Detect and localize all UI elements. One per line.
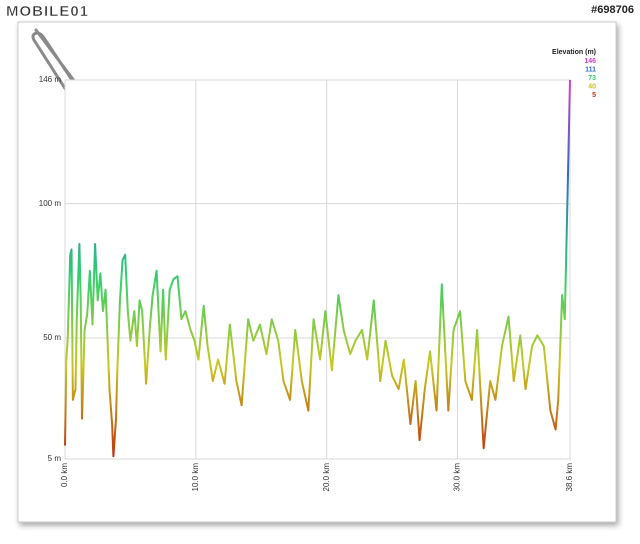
x-tick-label: 20.0 km bbox=[322, 463, 331, 492]
y-tick-label: 50 m bbox=[43, 333, 61, 342]
x-tick-label: 10.0 km bbox=[191, 463, 200, 492]
x-tick-label: 38.6 km bbox=[565, 463, 574, 492]
image-id: #698706 bbox=[591, 4, 634, 16]
elevation-line bbox=[64, 79, 571, 458]
legend-item: 40 bbox=[588, 83, 596, 90]
y-tick-label: 100 m bbox=[39, 199, 62, 208]
legend-item: 5 bbox=[592, 92, 596, 99]
y-tick-label: 5 m bbox=[48, 454, 62, 463]
plot-area bbox=[64, 79, 571, 460]
legend-title: Elevation (m) bbox=[552, 49, 596, 56]
x-tick-label: 0.0 km bbox=[60, 463, 69, 487]
legend-item: 146 bbox=[584, 58, 596, 65]
logo: MOBILE01 bbox=[6, 3, 89, 20]
x-tick-label: 30.0 km bbox=[453, 463, 462, 492]
legend-item: 111 bbox=[585, 66, 596, 73]
y-tick-label: 146 m bbox=[39, 75, 62, 84]
legend-item: 73 bbox=[588, 75, 596, 82]
